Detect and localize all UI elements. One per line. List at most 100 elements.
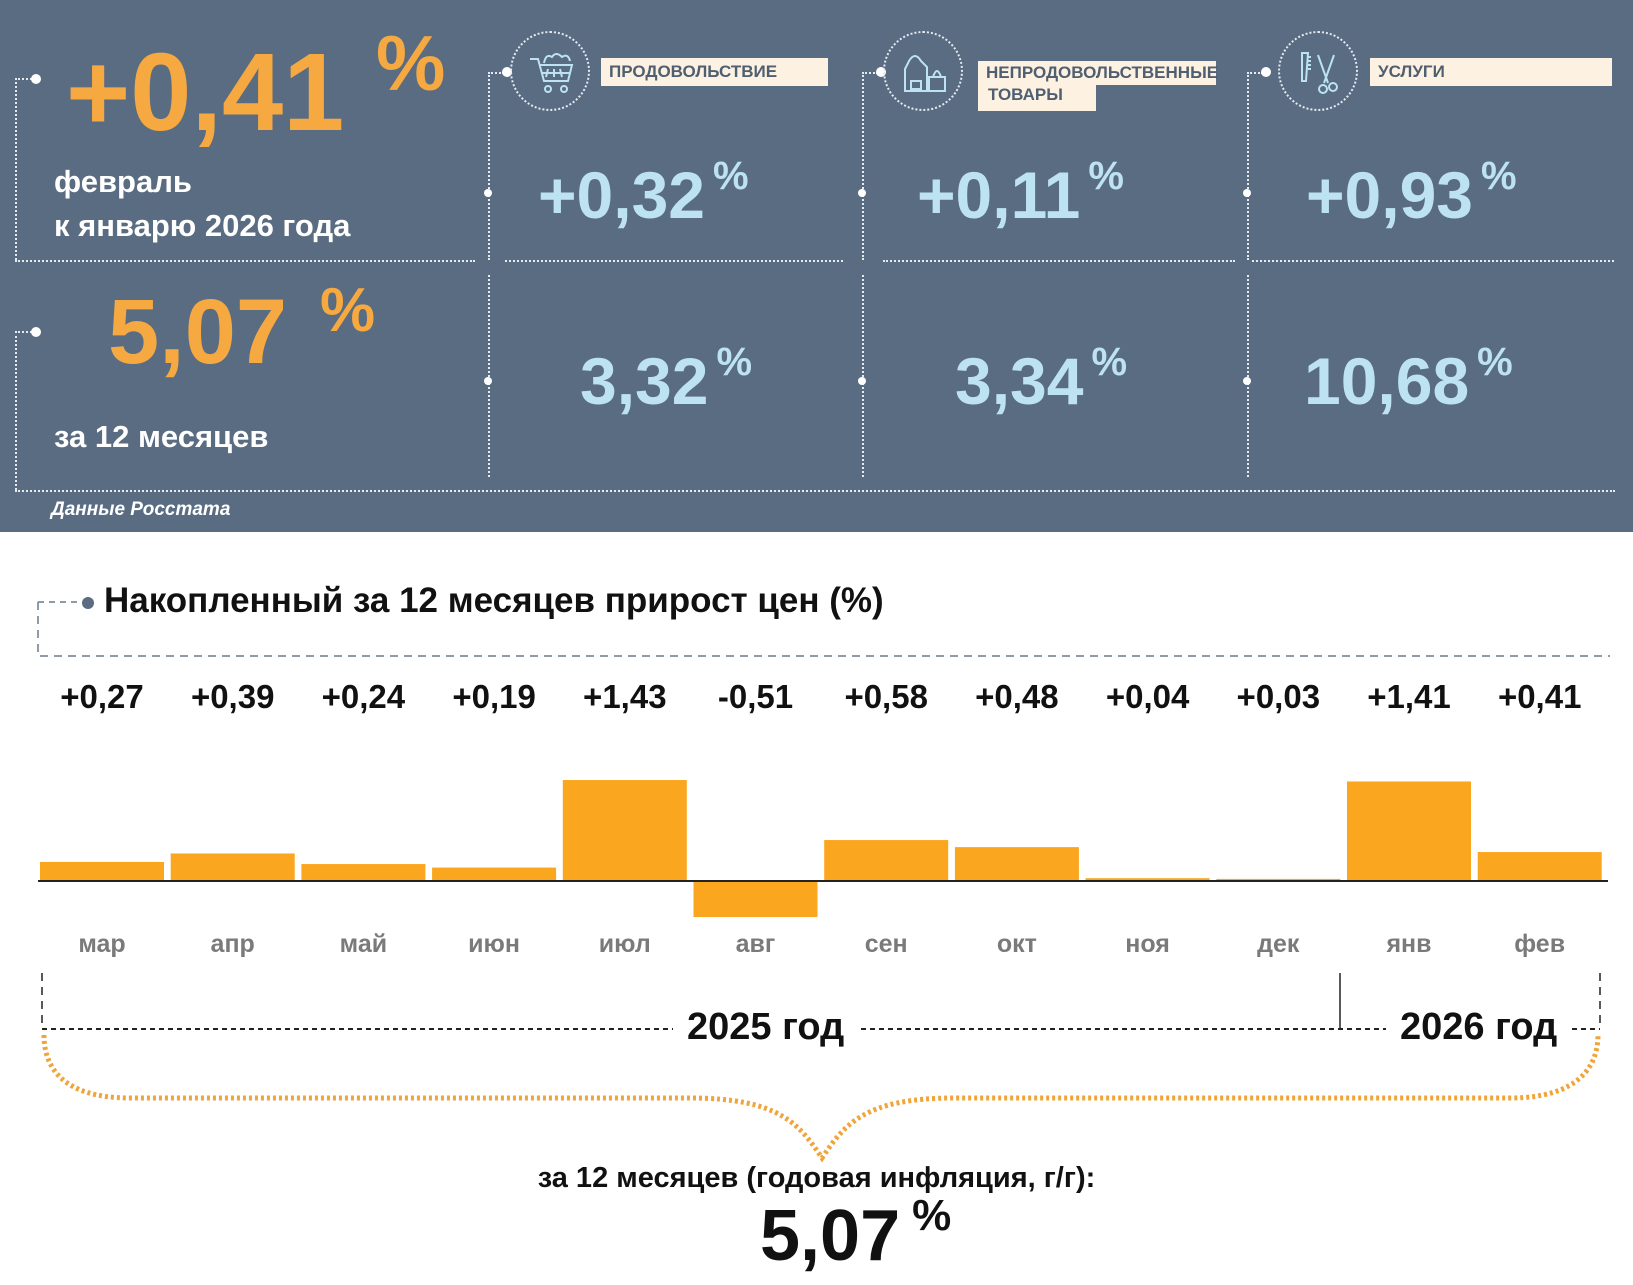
connector-dot xyxy=(31,74,41,84)
month-label: май xyxy=(339,930,388,958)
percent-sign: % xyxy=(320,276,376,345)
nonfood-monthly-value: +0,11% xyxy=(917,154,1124,232)
divider-line xyxy=(883,260,1235,262)
connector-dot xyxy=(876,67,886,77)
percent-sign: % xyxy=(376,19,446,107)
column-divider xyxy=(862,275,864,477)
divider-line xyxy=(1252,260,1614,262)
bar-сен xyxy=(824,840,949,881)
monthly-inflation-value: +0,41 % xyxy=(66,24,445,148)
month-label: ноя xyxy=(1125,930,1170,958)
total-value: 5,07% xyxy=(760,1194,951,1273)
title-bullet xyxy=(82,597,94,609)
month-label: мар xyxy=(78,930,126,958)
bar-ноя xyxy=(1085,878,1210,881)
data-label: +0,24 xyxy=(321,678,406,715)
data-label: +1,43 xyxy=(583,678,667,715)
data-label: +1,41 xyxy=(1367,678,1451,715)
nonfood-annual-value: 3,34% xyxy=(955,340,1128,418)
data-label: +0,39 xyxy=(190,678,275,715)
month-label: янв xyxy=(1386,930,1432,958)
bar-апр xyxy=(170,853,295,881)
column-divider xyxy=(488,72,490,260)
bar-фев xyxy=(1477,852,1602,881)
monthly-label-line2: к январю 2026 года xyxy=(54,208,351,243)
bar-май xyxy=(301,864,426,881)
category-label-food: ПРОДОВОЛЬСТВИЕ xyxy=(601,58,828,86)
annual-label: за 12 месяцев xyxy=(54,419,269,454)
connector-line xyxy=(15,78,35,80)
bar-июл xyxy=(562,780,687,881)
connector-dot xyxy=(484,189,492,197)
services-annual-value: 10,68% xyxy=(1304,340,1513,418)
month-label: дек xyxy=(1257,930,1300,958)
category-label-nonfood: НЕПРОДОВОЛЬСТВЕННЫЕ ТОВАРЫ xyxy=(978,57,1218,111)
month-label: сен xyxy=(864,930,908,958)
data-label: +0,04 xyxy=(1105,678,1190,715)
data-label: +0,41 xyxy=(1497,678,1582,715)
connector-dot xyxy=(484,377,492,385)
connector-line xyxy=(15,78,17,260)
clothes-bag-icon xyxy=(883,31,963,111)
data-label: +0,58 xyxy=(844,678,928,715)
divider-line xyxy=(15,260,475,262)
column-divider xyxy=(1247,275,1249,477)
connector-line xyxy=(862,72,878,74)
chart-decor xyxy=(37,597,1610,657)
connector-dot xyxy=(1261,67,1271,77)
bar-авг xyxy=(693,881,818,918)
chart-title: Накопленный за 12 месяцев прирост цен (%… xyxy=(104,581,884,620)
connector-line xyxy=(15,331,35,333)
annual-value: 5,07 xyxy=(108,281,288,383)
divider-line xyxy=(505,260,843,262)
month-label: июн xyxy=(468,930,520,958)
food-annual-value: 3,32% xyxy=(580,340,753,418)
divider-line xyxy=(15,490,1615,492)
month-label: июл xyxy=(598,930,651,958)
total-brace xyxy=(41,1034,1601,1163)
year-2026-label: 2026 год xyxy=(1386,1006,1572,1049)
summary-panel: +0,41 % февраль к январю 2026 года 5,07 … xyxy=(0,0,1633,532)
data-label: +0,27 xyxy=(60,678,144,715)
services-monthly-value: +0,93% xyxy=(1306,154,1517,232)
source-note: Данные Росстата xyxy=(51,499,231,520)
connector-dot xyxy=(31,327,41,337)
connector-dot xyxy=(502,67,512,77)
comb-scissors-icon xyxy=(1278,31,1358,111)
connector-dot xyxy=(858,377,866,385)
data-label: +0,48 xyxy=(975,678,1059,715)
month-label: окт xyxy=(996,930,1037,958)
bar-июн xyxy=(432,867,557,881)
percent-sign: % xyxy=(912,1191,952,1240)
column-divider xyxy=(488,275,490,477)
total-number: 5,07 xyxy=(760,1196,901,1276)
month-label: авг xyxy=(735,930,776,958)
food-monthly-value: +0,32% xyxy=(538,154,749,232)
column-divider xyxy=(862,72,864,260)
category-label-services: УСЛУГИ xyxy=(1370,58,1612,86)
year-2025-label: 2025 год xyxy=(673,1006,859,1049)
total-label: за 12 месяцев (годовая инфляция, г/г): xyxy=(537,1162,1096,1194)
bar-мар xyxy=(40,861,164,881)
annual-inflation-value: 5,07 % xyxy=(108,280,375,379)
category-label-nonfood-line2: ТОВАРЫ xyxy=(978,85,1096,111)
monthly-value: +0,41 xyxy=(66,31,345,154)
bar-окт xyxy=(954,847,1079,881)
shopping-cart-icon xyxy=(510,31,590,111)
category-label-nonfood-line1: НЕПРОДОВОЛЬСТВЕННЫЕ xyxy=(978,61,1218,85)
bar-chart xyxy=(38,780,1608,918)
monthly-label-line1: февраль xyxy=(54,164,192,199)
title-bracket-line xyxy=(37,602,1610,657)
connector-line xyxy=(1247,72,1263,74)
month-label: фев xyxy=(1514,930,1566,958)
month-label: апр xyxy=(210,930,255,958)
connector-line xyxy=(15,331,17,490)
bar-янв xyxy=(1347,781,1471,881)
connector-dot xyxy=(1243,189,1251,197)
connector-dot xyxy=(1243,377,1251,385)
connector-dot xyxy=(858,189,866,197)
data-label: -0,51 xyxy=(717,678,794,715)
column-divider xyxy=(1247,72,1249,260)
connector-line xyxy=(488,72,504,74)
data-label: +0,19 xyxy=(452,678,536,715)
